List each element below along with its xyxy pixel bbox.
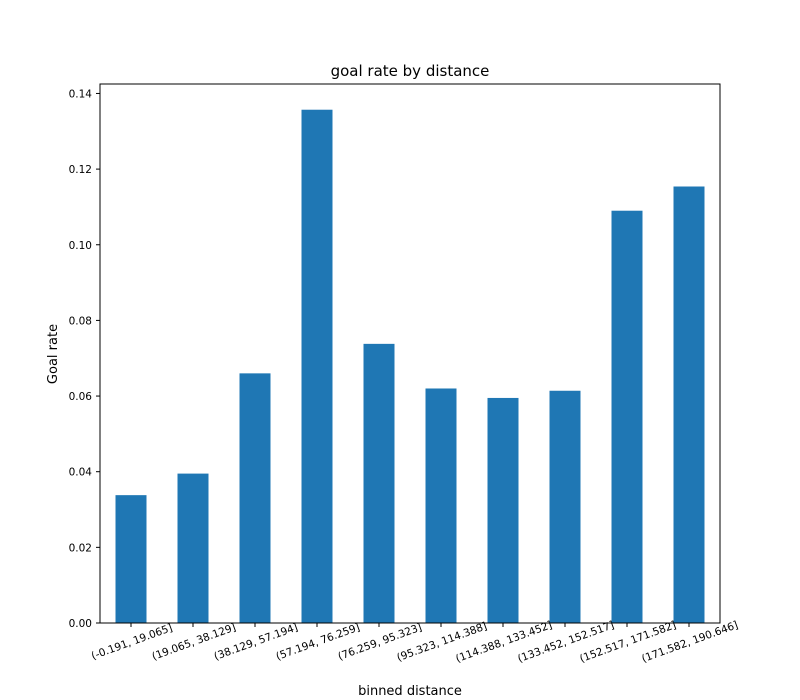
bar bbox=[549, 390, 581, 623]
y-tick-label: 0.02 bbox=[69, 542, 92, 554]
bar bbox=[239, 373, 271, 623]
bar bbox=[301, 109, 333, 623]
y-tick-label: 0.06 bbox=[69, 391, 93, 403]
plot-frame bbox=[99, 83, 721, 624]
bar bbox=[673, 186, 705, 623]
y-tick-label: 0.00 bbox=[69, 618, 92, 630]
y-tick-label: 0.04 bbox=[69, 467, 93, 479]
bar bbox=[363, 343, 395, 623]
bars bbox=[115, 109, 705, 623]
bar bbox=[611, 210, 643, 623]
x-axis-label: binned distance bbox=[358, 684, 462, 699]
y-axis-label: Goal rate bbox=[46, 324, 61, 384]
chart-title: goal rate by distance bbox=[331, 62, 490, 80]
bar bbox=[177, 473, 209, 623]
y-tick-label: 0.12 bbox=[69, 164, 92, 176]
bar bbox=[115, 495, 147, 623]
y-tick-label: 0.08 bbox=[69, 315, 92, 327]
bar bbox=[425, 388, 457, 623]
bar bbox=[487, 397, 519, 623]
y-tick-label: 0.10 bbox=[69, 240, 92, 252]
y-axis: 0.00 0.02 0.04 0.06 0.08 0.10 0.12 0.14 bbox=[69, 88, 100, 630]
y-tick-label: 0.14 bbox=[69, 88, 93, 100]
